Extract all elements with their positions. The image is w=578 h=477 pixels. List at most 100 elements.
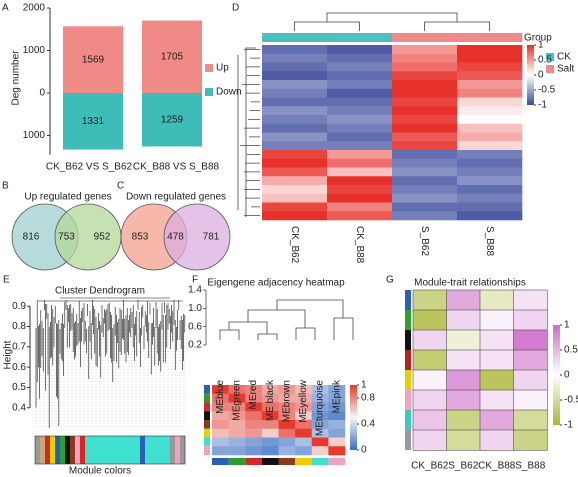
- heatmap-cell: [295, 446, 313, 456]
- heatmap-cell: [295, 402, 313, 412]
- heatmap-cell: [457, 211, 523, 221]
- heatmap-cell: [327, 71, 393, 81]
- heatmap-cell: [327, 62, 393, 72]
- heatmap-cell: [295, 411, 313, 421]
- heatmap-cell: [327, 141, 393, 151]
- heatmap-cell: [457, 45, 523, 55]
- heatmap-cell: [327, 80, 393, 90]
- panel-letter: A: [2, 3, 9, 14]
- heatmap-cell: [457, 185, 523, 195]
- heatmap-cell: [327, 202, 393, 212]
- module-color: [135, 436, 141, 464]
- module-color: [120, 436, 126, 464]
- heatmap-cell: [311, 402, 329, 412]
- module-color: [212, 458, 229, 465]
- module-color: [105, 436, 111, 464]
- heatmap-cell: [328, 393, 346, 403]
- module-color: [204, 437, 210, 447]
- legend-swatch: [205, 88, 213, 96]
- heatmap-cell: [327, 150, 393, 160]
- heatmap-cell: [278, 385, 296, 395]
- column-label: MEred: [248, 380, 259, 409]
- heatmap-cell: [278, 402, 296, 412]
- legend-swatch: [205, 64, 213, 72]
- module-color: [35, 436, 41, 464]
- heatmap-cell: [328, 428, 346, 438]
- module-color: [40, 436, 46, 464]
- heatmap-cell: [262, 53, 328, 63]
- heatmap-cell: [392, 141, 458, 151]
- heatmap-cell: [328, 402, 346, 412]
- heatmap-cell: [228, 385, 246, 395]
- heatmap-cell: [278, 446, 296, 456]
- heatmap-cell: [295, 420, 313, 430]
- heatmap-cell: [328, 446, 346, 456]
- heatmap-cell: [457, 158, 523, 168]
- legend-swatch: [546, 65, 554, 73]
- bar-segment: [63, 26, 123, 93]
- module-color: [204, 446, 210, 455]
- dendrogram-tick-label: 1.0: [188, 303, 202, 314]
- heatmap-cell: [212, 402, 229, 412]
- panel-letter: D: [232, 3, 239, 14]
- module-color: [204, 393, 210, 403]
- module-color: [204, 428, 210, 438]
- heatmap-cell: [457, 53, 523, 63]
- heatmap-cell: [228, 393, 246, 403]
- heatmap-cell: [457, 193, 523, 203]
- heatmap-cell: [245, 385, 263, 395]
- heatmap-cell: [392, 202, 458, 212]
- heatmap-cell: [327, 176, 393, 186]
- heatmap-cell: [245, 437, 263, 447]
- heatmap-cell: [262, 185, 328, 195]
- heatmap-cell: [262, 167, 328, 177]
- heatmap-cell: [212, 420, 229, 430]
- colorbar: [350, 385, 357, 450]
- venn-title: Down regulated genes: [126, 192, 226, 203]
- y-tick-label: 1000: [23, 45, 46, 56]
- heatmap-cell: [261, 446, 279, 456]
- heatmap-cell: [262, 193, 328, 203]
- heatmap-cell: [311, 437, 329, 447]
- dendrogram-d-rows: [237, 47, 260, 217]
- heatmap-cell: [446, 309, 481, 331]
- y-axis-label: Deg number: [11, 50, 22, 106]
- column-label: MEpink: [331, 379, 342, 413]
- module-color: [295, 458, 312, 465]
- group-bar: [457, 33, 523, 42]
- column-label: CK_B88: [478, 461, 516, 472]
- module-color: [115, 436, 121, 464]
- panel-letter: B: [2, 181, 9, 192]
- heatmap-cell: [392, 53, 458, 63]
- heatmap-cell: [327, 167, 393, 177]
- heatmap-cell: [457, 141, 523, 151]
- colorbar-tick-label: 0: [564, 370, 570, 381]
- module-color: [204, 411, 210, 420]
- heatmap-cell: [392, 115, 458, 125]
- heatmap-cell: [327, 45, 393, 55]
- dendrogram-branches: [35, 297, 186, 428]
- heatmap-cell: [311, 393, 329, 403]
- heatmap-cell: [245, 428, 263, 438]
- heatmap-cell: [228, 420, 246, 430]
- x-tick-label: CK_B88 VS S_B88: [133, 162, 220, 173]
- module-color: [160, 436, 166, 464]
- module-color: [125, 436, 131, 464]
- module-color: [75, 436, 81, 464]
- module-color: [180, 436, 186, 464]
- colorbar-tick-label: 0: [538, 70, 544, 81]
- heatmap-cell: [457, 88, 523, 98]
- heatmap-cell: [392, 211, 458, 221]
- heatmap-cell: [328, 420, 346, 430]
- group-bar: [392, 33, 458, 42]
- module-color: [204, 385, 210, 394]
- dendrogram-tick-label: 0.2: [188, 340, 202, 351]
- y-tick-label: 0.6: [12, 362, 26, 373]
- module-color: [278, 458, 296, 465]
- panel-letter: C: [117, 181, 124, 192]
- column-label: CK_B62: [289, 226, 300, 264]
- heatmap-cell: [392, 45, 458, 55]
- heatmap-cell: [479, 429, 515, 451]
- legend-swatch: [546, 53, 554, 61]
